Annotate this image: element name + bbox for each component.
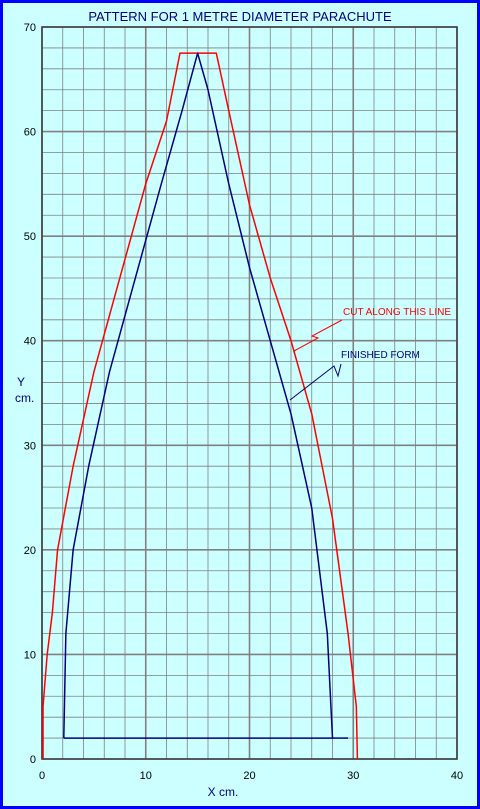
y-tick-label: 30 bbox=[24, 440, 36, 452]
series-line-finished bbox=[63, 52, 334, 739]
y-tick-label: 50 bbox=[24, 231, 36, 243]
y-axis-label-top: Y bbox=[17, 375, 25, 389]
x-tick-label: 0 bbox=[39, 770, 45, 782]
y-tick-label: 0 bbox=[30, 754, 36, 766]
chart-title: PATTERN FOR 1 METRE DIAMETER PARACHUTE bbox=[88, 9, 392, 24]
annotation-cut-pointer bbox=[293, 319, 343, 352]
y-axis-label-unit: cm. bbox=[15, 391, 34, 405]
tick-labels: 0 10 20 30 40 0 10 20 30 40 50 60 70 bbox=[24, 22, 463, 782]
y-tick-label: 70 bbox=[24, 22, 36, 34]
series-line-cut bbox=[42, 52, 359, 760]
x-tick-label: 40 bbox=[451, 770, 463, 782]
annotation-cut-line: CUT ALONG THIS LINE bbox=[343, 307, 451, 318]
annotations: CUT ALONG THIS LINE FINISHED FORM bbox=[289, 307, 451, 401]
series-layer bbox=[42, 52, 359, 760]
x-tick-label: 10 bbox=[140, 770, 152, 782]
grid bbox=[41, 26, 458, 760]
x-tick-label: 20 bbox=[243, 770, 255, 782]
annotation-finished-form: FINISHED FORM bbox=[341, 350, 420, 361]
plot-area-border bbox=[41, 26, 458, 760]
y-tick-label: 20 bbox=[24, 545, 36, 557]
y-tick-label: 40 bbox=[24, 336, 36, 348]
y-tick-label: 60 bbox=[24, 127, 36, 139]
x-axis-label: X cm. bbox=[208, 785, 239, 799]
y-tick-label: 10 bbox=[24, 649, 36, 661]
annotation-finished-pointer bbox=[289, 363, 342, 401]
x-tick-label: 30 bbox=[347, 770, 359, 782]
